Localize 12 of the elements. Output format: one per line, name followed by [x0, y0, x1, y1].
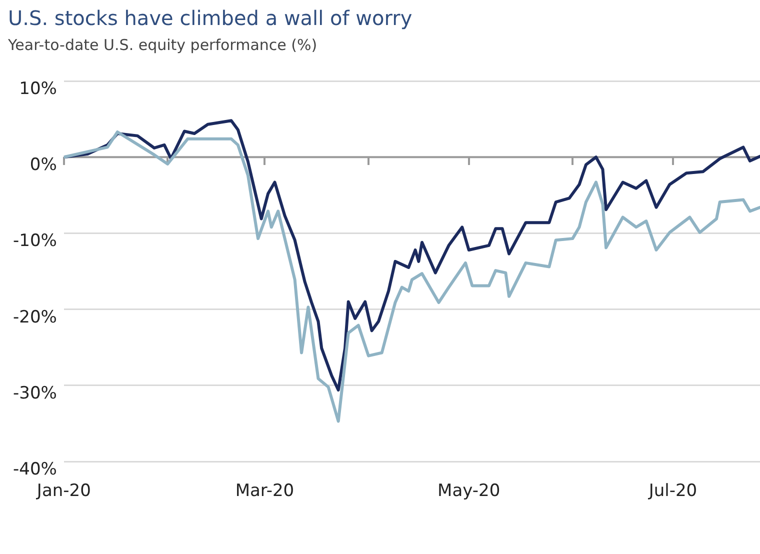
- x-tick-label: Mar-20: [235, 481, 294, 502]
- y-tick-label: 0%: [30, 155, 57, 176]
- y-tick-label: 10%: [19, 78, 57, 99]
- chart-title: U.S. stocks have climbed a wall of worry: [8, 6, 412, 30]
- x-tick-label: Jul-20: [648, 481, 698, 502]
- x-tick-label: May-20: [438, 481, 500, 502]
- y-tick-label: -30%: [13, 383, 57, 404]
- y-tick-label: -20%: [13, 307, 57, 328]
- x-tick-label: Jan-20: [36, 481, 91, 502]
- y-tick-label: -10%: [13, 231, 57, 252]
- y-tick-label: -40%: [13, 460, 57, 480]
- chart-subtitle: Year-to-date U.S. equity performance (%): [8, 36, 318, 54]
